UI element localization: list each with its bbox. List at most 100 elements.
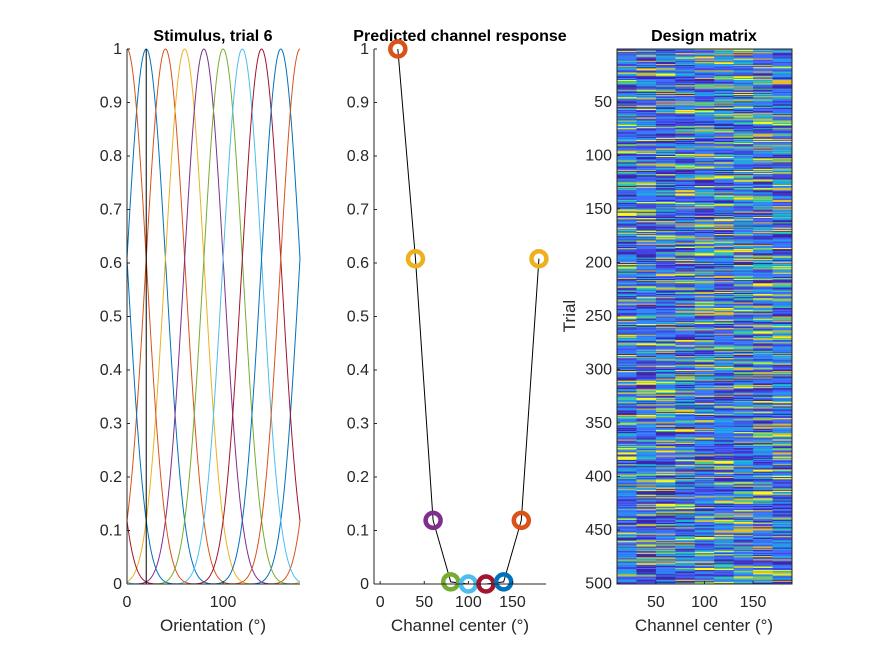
heatmap-cell — [694, 271, 715, 274]
heatmap-cell — [617, 408, 637, 410]
heatmap-cell — [636, 560, 657, 562]
heatmap-cell — [675, 416, 696, 418]
heatmap-cell — [753, 488, 773, 491]
heatmap-cell — [694, 452, 715, 454]
heatmap-cell — [675, 230, 696, 233]
heatmap-cell — [655, 200, 676, 203]
heatmap-cell — [675, 114, 696, 116]
heatmap-cell — [655, 487, 676, 490]
heatmap-cell — [694, 165, 715, 168]
heatmap-cell — [772, 309, 793, 311]
heatmap-cell — [733, 62, 754, 65]
heatmap-cell — [753, 220, 773, 222]
heatmap-cell — [772, 430, 793, 433]
heatmap-cell — [772, 279, 793, 281]
heatmap-cell — [636, 375, 657, 377]
heatmap-cell — [636, 301, 657, 303]
heatmap-cell — [655, 352, 676, 355]
heatmap-cell — [733, 384, 754, 387]
heatmap-cell — [675, 377, 696, 379]
heatmap-cell — [675, 156, 696, 158]
heatmap-cell — [733, 421, 754, 423]
heatmap-cell — [733, 482, 754, 484]
heatmap-cell — [636, 468, 657, 470]
heatmap-cell — [636, 338, 657, 341]
heatmap-cell — [636, 455, 657, 458]
heatmap-cell — [675, 537, 696, 540]
heatmap-cell — [694, 554, 715, 556]
heatmap-cell — [753, 551, 773, 554]
heatmap-cell — [694, 577, 715, 580]
heatmap-cell — [636, 571, 657, 573]
heatmap-cell — [655, 322, 676, 325]
heatmap-cell — [655, 315, 676, 317]
heatmap-cell — [733, 131, 754, 133]
heatmap-cell — [694, 274, 715, 277]
heatmap-cell — [617, 411, 637, 414]
heatmap-cell — [714, 246, 735, 249]
heatmap-cell — [617, 144, 637, 146]
heatmap-cell — [714, 183, 735, 186]
heatmap-cell — [714, 512, 735, 514]
heatmap-cell — [714, 458, 735, 461]
heatmap-cell — [733, 510, 754, 512]
heatmap-cell — [617, 265, 637, 267]
heatmap-cell — [617, 180, 637, 183]
heatmap-cell — [733, 474, 754, 477]
heatmap-cell — [655, 194, 676, 196]
heatmap-cell — [694, 419, 715, 421]
heatmap-cell — [675, 108, 696, 111]
heatmap-cell — [753, 231, 773, 234]
heatmap-cell — [675, 296, 696, 298]
heatmap-cell — [714, 534, 735, 537]
heatmap-cell — [714, 558, 735, 560]
heatmap-cell — [733, 115, 754, 117]
heatmap-cell — [753, 418, 773, 420]
heatmap-cell — [636, 503, 657, 506]
heatmap-cell — [636, 404, 657, 406]
heatmap-cell — [675, 231, 696, 234]
heatmap-cell — [675, 87, 696, 89]
heatmap-cell — [772, 421, 793, 423]
heatmap-cell — [636, 530, 657, 532]
heatmap-cell — [636, 152, 657, 155]
heatmap-cell — [772, 458, 793, 461]
heatmap-cell — [753, 314, 773, 316]
heatmap-cell — [636, 60, 657, 63]
heatmap-cell — [772, 399, 793, 402]
heatmap-cell — [753, 86, 773, 88]
heatmap-cell — [617, 107, 637, 110]
heatmap-cell — [617, 419, 637, 421]
heatmap-cell — [714, 386, 735, 388]
heatmap-cell — [636, 483, 657, 485]
heatmap-cell — [753, 465, 773, 467]
heatmap-cell — [694, 263, 715, 265]
heatmap-cell — [636, 83, 657, 85]
heatmap-cell — [772, 258, 793, 261]
heatmap-cell — [694, 178, 715, 180]
heatmap-cell — [733, 239, 754, 241]
heatmap-cell — [617, 114, 637, 116]
x-tick-label: 100 — [455, 594, 482, 611]
heatmap-cell — [675, 138, 696, 141]
heatmap-cell — [655, 472, 676, 475]
heatmap-cell — [694, 289, 715, 292]
heatmap-cell — [636, 112, 657, 114]
heatmap-cell — [733, 258, 754, 261]
heatmap-cell — [714, 49, 735, 51]
heatmap-cell — [733, 285, 754, 287]
heatmap-cell — [655, 477, 676, 479]
heatmap-cell — [617, 489, 637, 492]
heatmap-cell — [675, 178, 696, 180]
heatmap-cell — [714, 204, 735, 206]
heatmap-cell — [675, 185, 696, 188]
heatmap-cell — [753, 529, 773, 531]
heatmap-cell — [733, 248, 754, 250]
heatmap-cell — [714, 381, 735, 384]
heatmap-cell — [655, 101, 676, 103]
heatmap-cell — [753, 427, 773, 430]
heatmap-cell — [675, 368, 696, 371]
heatmap-cell — [675, 394, 696, 397]
heatmap-cell — [617, 285, 637, 287]
heatmap-cell — [772, 387, 793, 389]
